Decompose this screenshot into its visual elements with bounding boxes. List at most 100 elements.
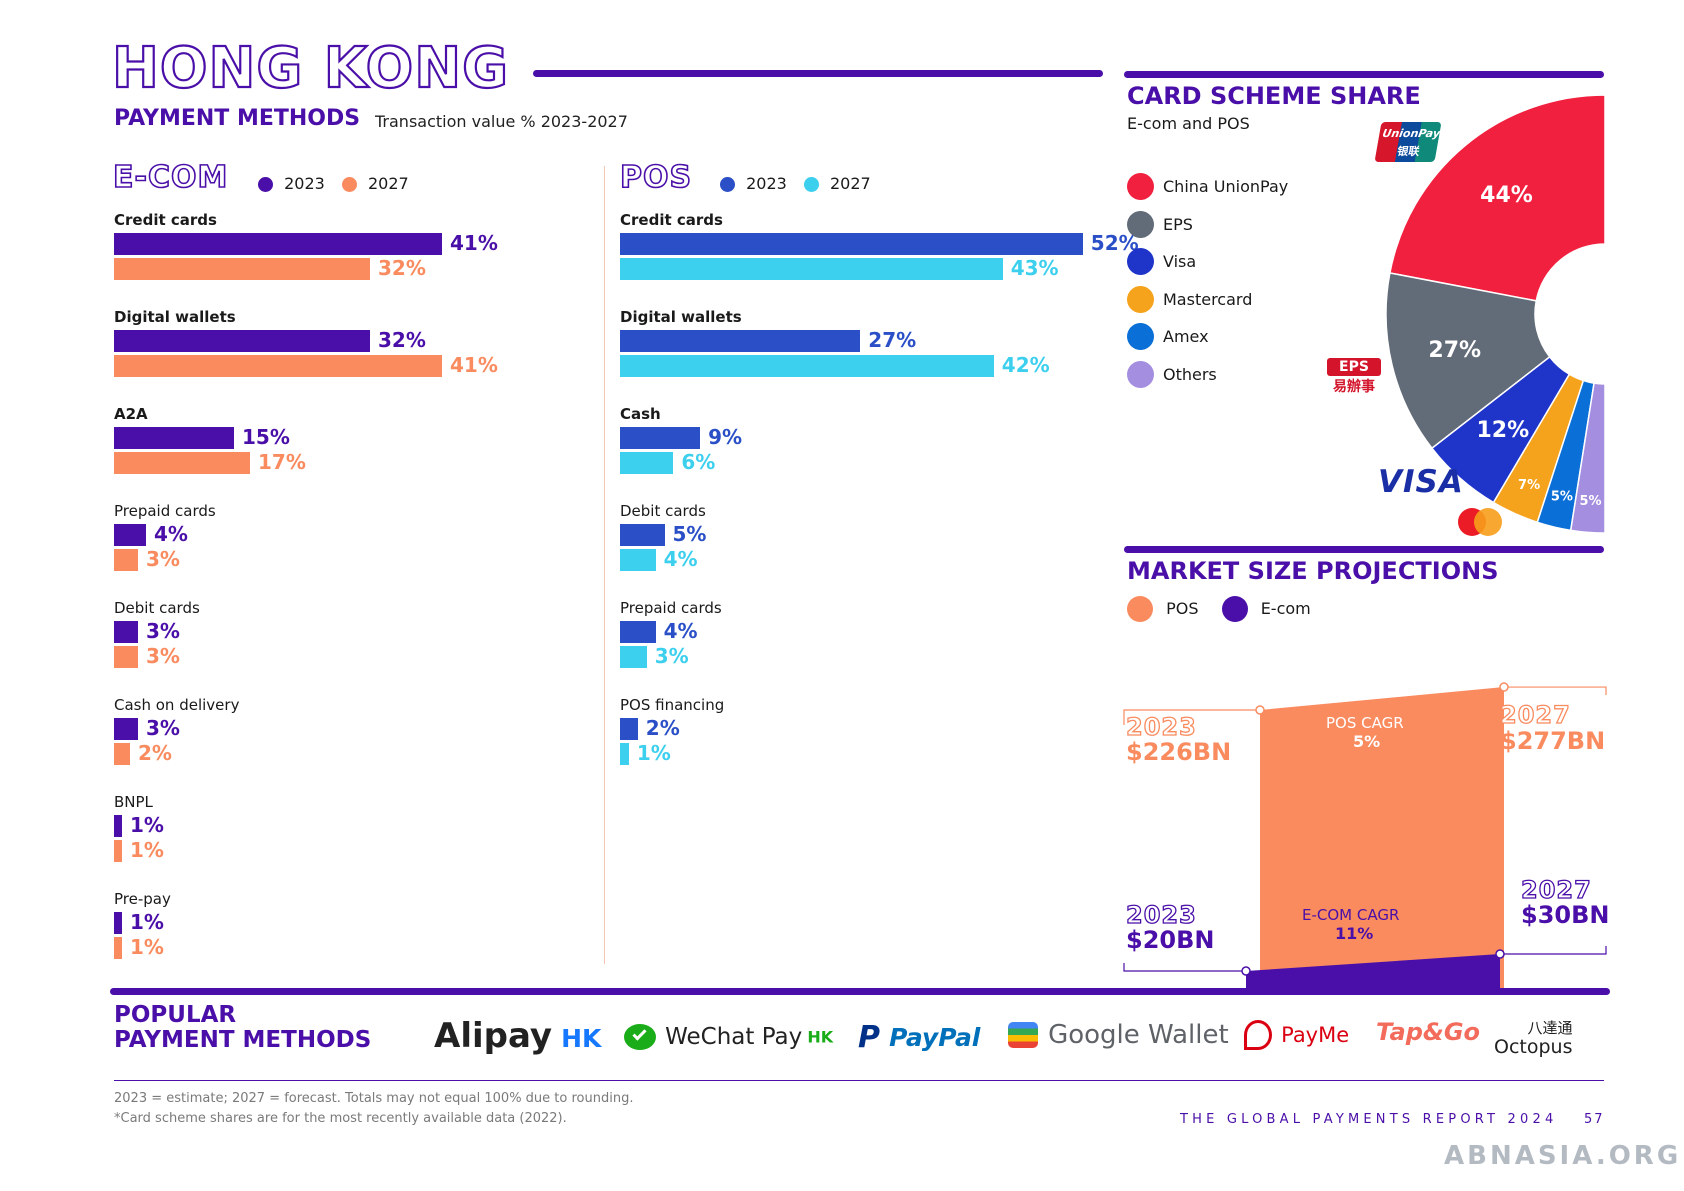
card-legend-amex-dot <box>1127 323 1154 351</box>
card-legend-others: Others <box>1127 361 1217 388</box>
pos-pos-financing-2023-bar <box>620 718 638 740</box>
google-wallet-icon <box>1008 1022 1038 1048</box>
ecom-a2a-2023-bar <box>114 427 234 449</box>
donut-slice-eps <box>1385 272 1551 450</box>
popular-rule <box>110 988 1610 995</box>
octopus-logo-cn: 八達通 <box>1527 1019 1573 1037</box>
pos-pos-financing-2023-value: 2% <box>645 716 680 740</box>
pos-2027-year: 2027 <box>1499 700 1571 729</box>
pos-digital-wallets-2023-bar <box>620 330 861 352</box>
footer-note-estimate: 2023 = estimate; 2027 = forecast. Totals… <box>114 1091 634 1106</box>
card-legend-eps-dot <box>1127 210 1154 238</box>
ecom-2027-value: $30BN <box>1521 901 1610 929</box>
ecom-cagr-label: E-COM CAGR <box>1302 906 1400 924</box>
card-legend-amex: Amex <box>1127 323 1209 351</box>
donut-label-others: 5% <box>1579 494 1601 509</box>
ecom-legend: 2023 2027 <box>258 174 409 193</box>
pos-2027-connector <box>1504 686 1607 696</box>
octopus-logo: 八達通 Octopus <box>1494 1020 1572 1058</box>
pos-2023-value: $226BN <box>1126 738 1232 766</box>
card-scheme-donut: 44% 27% 12% 7% 5% 5% <box>1385 94 1606 534</box>
pos-prepaid-cards-label: Prepaid cards <box>620 599 722 617</box>
pos-credit-cards-2023-bar <box>620 233 1083 255</box>
payme-wordmark: PayMe <box>1281 1023 1350 1047</box>
ecom-a2a-2023-value: 15% <box>242 425 290 449</box>
market-legend-ecom-dot <box>1221 596 1248 622</box>
card-legend-mastercard-dot <box>1127 285 1154 313</box>
payme-logo: PayMe <box>1244 1020 1349 1050</box>
ecom-2027-connector <box>1500 946 1607 955</box>
ecom-legend-2027-dot <box>341 177 357 192</box>
ecom-cash-on-delivery-2023-value: 3% <box>146 716 180 740</box>
donut-label-mastercard: 7% <box>1518 478 1540 493</box>
pos-legend-2023-label: 2023 <box>746 174 787 193</box>
market-size-title: MARKET SIZE PROJECTIONS <box>1127 557 1499 585</box>
mastercard-orange-circle <box>1474 508 1502 536</box>
pos-cash-2027-value: 6% <box>681 450 716 474</box>
market-legend-pos-dot <box>1127 596 1153 622</box>
pos-cagr-value: 5% <box>1353 732 1381 751</box>
ecom-a2a-2027-bar <box>114 452 250 474</box>
ecom-prepaid-cards-2027-bar <box>114 549 138 571</box>
ecom-debit-cards-2027-bar <box>114 646 138 668</box>
pos-debit-cards-2023-bar <box>620 524 665 546</box>
ecom-a2a-2027-value: 17% <box>258 450 306 474</box>
market-size-rule <box>1124 546 1604 553</box>
ecom-2027-point <box>1495 949 1505 959</box>
ecom-cash-on-delivery-label: Cash on delivery <box>114 696 240 714</box>
ecom-digital-wallets-2023-value: 32% <box>378 328 426 352</box>
pos-debit-cards-2027-value: 4% <box>663 547 698 571</box>
wechat-pay-hk-logo: WeChat Pay HK <box>624 1024 833 1050</box>
payme-icon <box>1244 1020 1272 1050</box>
footer-rule <box>114 1080 1604 1081</box>
eps-logo: EPS 易辦事 <box>1327 358 1381 396</box>
donut-label-china-unionpay: 44% <box>1480 183 1533 208</box>
pos-debit-cards-label: Debit cards <box>620 502 706 520</box>
pos-credit-cards-label: Credit cards <box>620 211 723 229</box>
pos-cash-2023-value: 9% <box>708 425 743 449</box>
pos-legend-2027-dot <box>803 177 819 192</box>
page-subtitle-note: Transaction value % 2023-2027 <box>375 112 628 131</box>
pos-cash-2027-bar <box>620 452 674 474</box>
wechat-wordmark: WeChat Pay <box>665 1024 803 1050</box>
wechat-icon <box>624 1024 656 1050</box>
pos-2027-point <box>1499 682 1509 692</box>
ecom-cash-on-delivery-2027-bar <box>114 743 130 765</box>
pos-digital-wallets-2023-value: 27% <box>868 328 917 352</box>
ecom-bnpl-label: BNPL <box>114 793 153 811</box>
ecom-debit-cards-label: Debit cards <box>114 599 200 617</box>
tap-and-go-logo: Tap&Go <box>1376 1018 1481 1046</box>
card-scheme-rule <box>1124 71 1604 78</box>
eps-logo-cn: 易辦事 <box>1333 379 1375 395</box>
pos-debit-cards-2023-value: 5% <box>672 522 707 546</box>
ecom-bnpl-2027-value: 1% <box>130 838 164 862</box>
wechat-hk-mark: HK <box>807 1027 834 1047</box>
pos-pos-financing-2027-value: 1% <box>636 741 671 765</box>
page-title: HONG KONG <box>111 35 510 102</box>
ecom-credit-cards-label: Credit cards <box>114 211 217 229</box>
card-legend-eps-label: EPS <box>1163 214 1193 234</box>
pos-prepaid-cards-2023-value: 4% <box>663 619 698 643</box>
ecom-cagr-value: 11% <box>1335 924 1374 943</box>
ecom-digital-wallets-2027-value: 41% <box>450 353 498 377</box>
pos-2023-connector <box>1123 709 1260 725</box>
ecom-pre-pay-2027-value: 1% <box>130 935 164 959</box>
card-legend-amex-label: Amex <box>1163 327 1209 347</box>
page-number: 57 <box>1584 1112 1605 1127</box>
ecom-pre-pay-2023-bar <box>114 912 122 934</box>
paypal-wordmark: PayPal <box>889 1023 981 1052</box>
ecom-pre-pay-2023-value: 1% <box>130 910 164 934</box>
watermark-text: ABNASIA.ORG <box>1444 1141 1682 1171</box>
pos-digital-wallets-2027-value: 42% <box>1001 353 1050 377</box>
pos-pos-financing-2027-bar <box>620 743 629 765</box>
pos-digital-wallets-2027-bar <box>620 355 994 377</box>
market-size-legend: POS E-com <box>1127 596 1311 622</box>
popular-title-line1: POPULAR <box>114 1002 237 1028</box>
ecom-credit-cards-2023-value: 41% <box>450 231 498 255</box>
ecom-2027-year: 2027 <box>1520 875 1592 904</box>
ecom-2023-point <box>1241 966 1251 976</box>
pos-area <box>1260 687 1504 991</box>
card-legend-others-dot <box>1127 361 1154 388</box>
google-wallet-wordmark: Google Wallet <box>1048 1020 1229 1050</box>
ecom-cash-on-delivery-2023-bar <box>114 718 138 740</box>
